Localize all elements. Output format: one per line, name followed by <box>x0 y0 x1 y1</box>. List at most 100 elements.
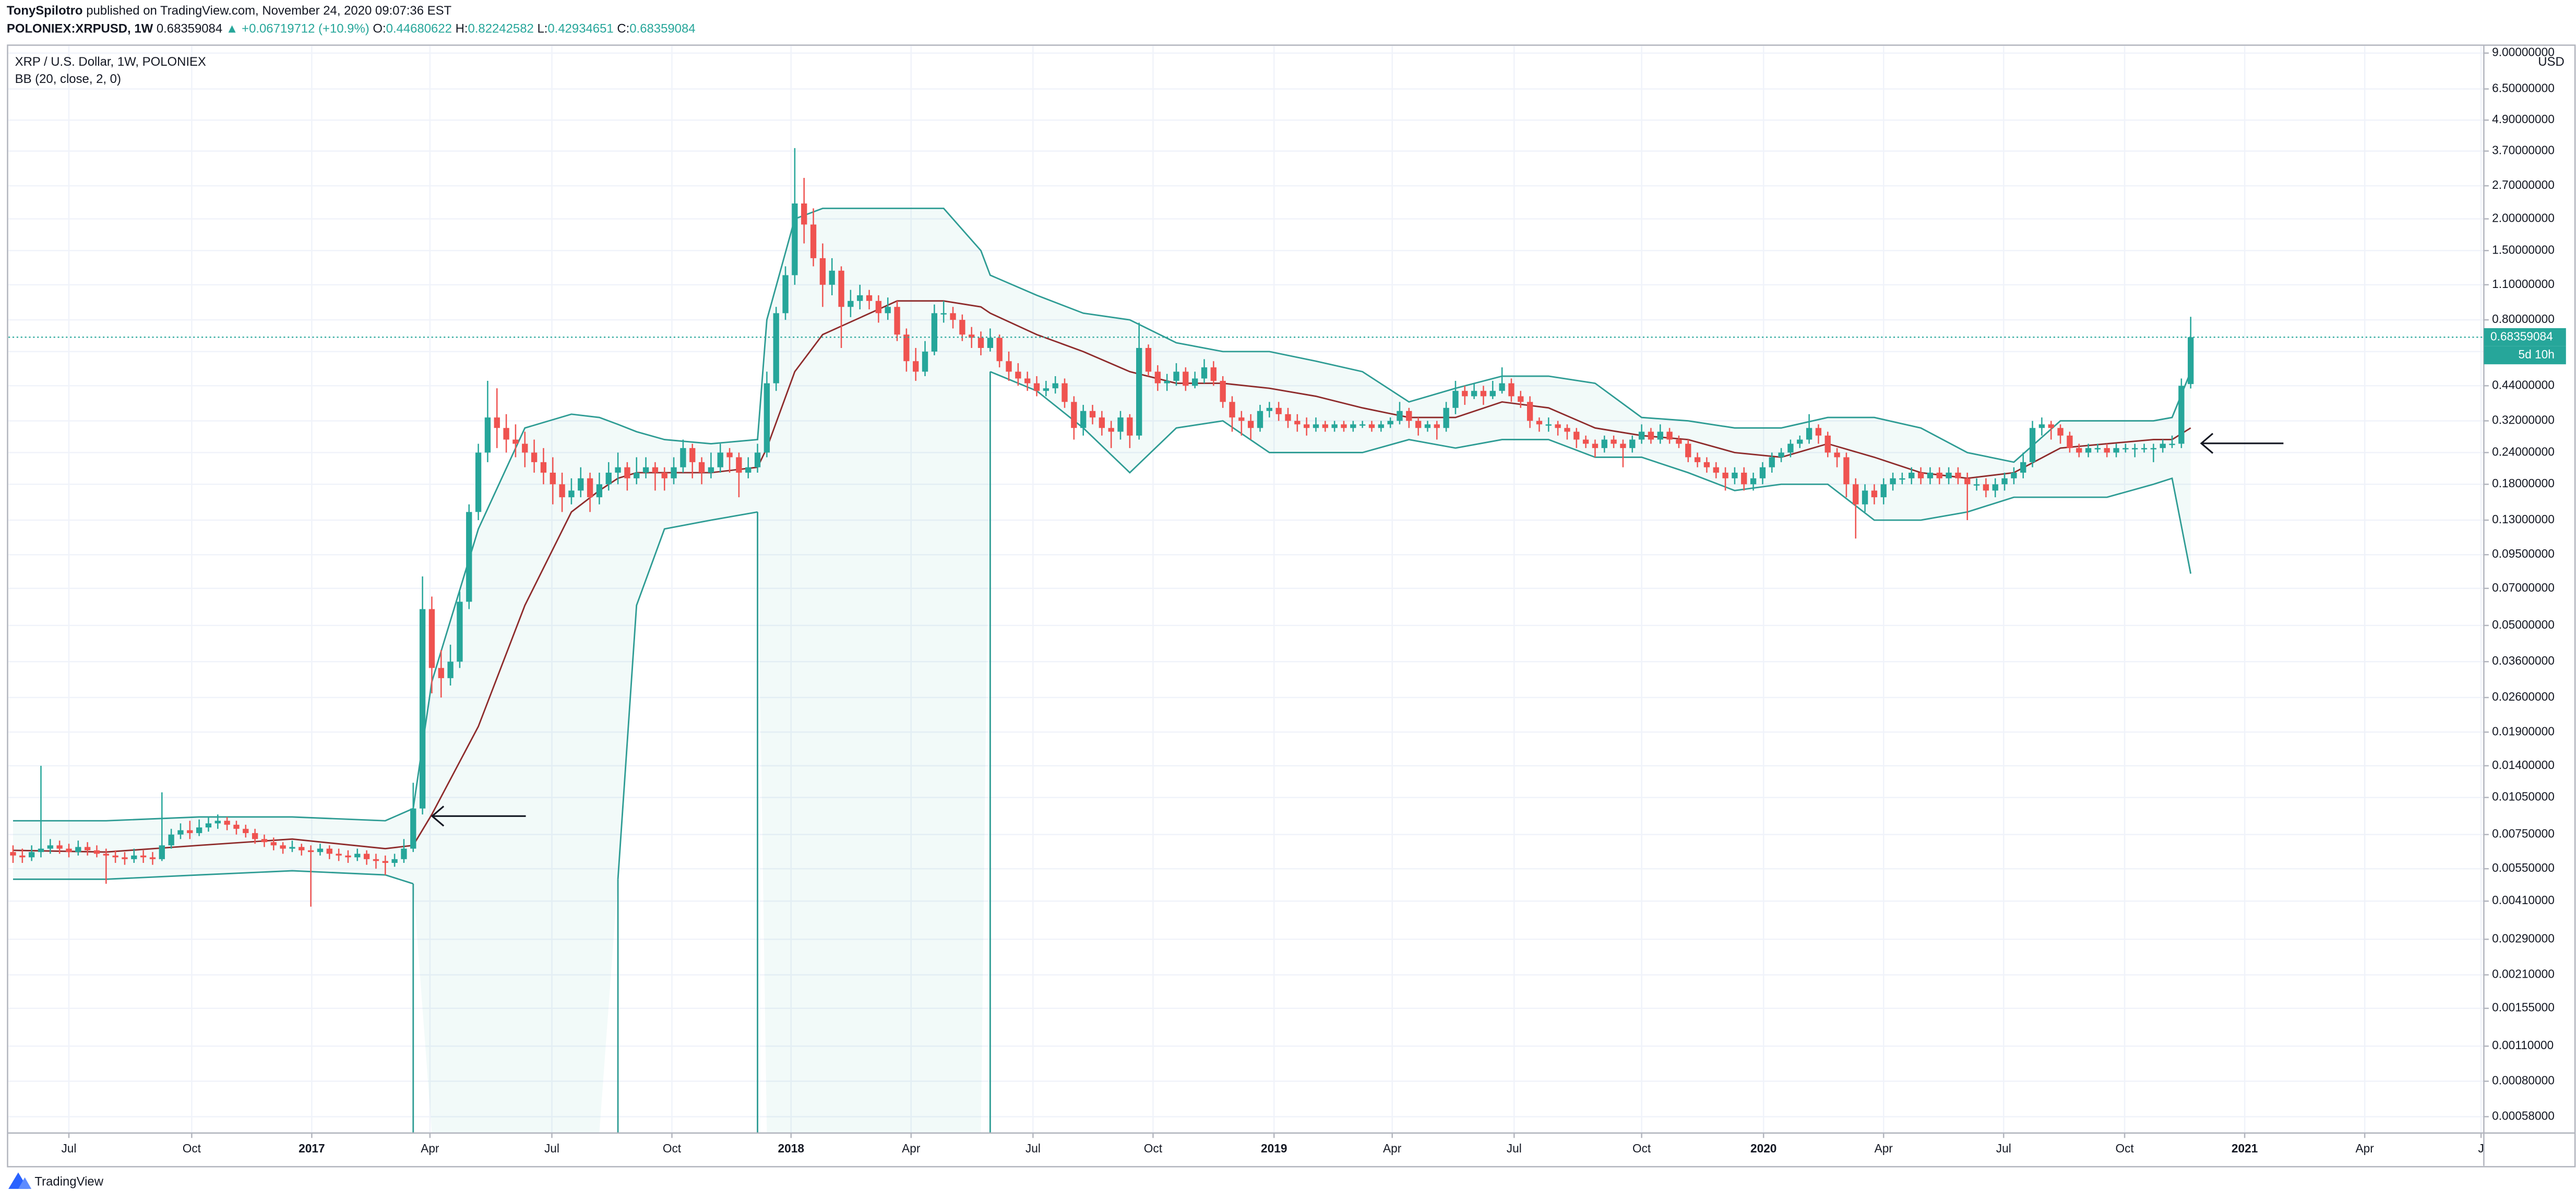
candle-body <box>2188 337 2194 384</box>
candle-body <box>1424 424 1431 428</box>
candle-body <box>1946 472 1952 478</box>
candle-body <box>1778 452 1784 458</box>
o-value: 0.44680622 <box>386 22 452 36</box>
candle-body <box>1797 439 1803 444</box>
candle-body <box>177 830 184 835</box>
candle-body <box>2001 478 2008 485</box>
y-tick-label: 0.13000000 <box>2492 512 2555 526</box>
candle-body <box>1955 472 1961 478</box>
last-price-label: 0.68359084 <box>2490 329 2553 343</box>
publish-line: TonySpilotro published on TradingView.co… <box>7 4 452 18</box>
candle-body <box>1257 411 1263 428</box>
band-upper <box>13 207 2192 822</box>
candle-body <box>745 467 752 473</box>
candle-body <box>782 275 789 314</box>
y-tick-label: 0.32000000 <box>2492 413 2555 427</box>
x-tick-label: 2018 <box>778 1141 804 1155</box>
h-value: 0.82242582 <box>468 22 533 36</box>
candle-body <box>1322 424 1328 428</box>
candle-body <box>1415 420 1422 428</box>
candle-body <box>2020 462 2026 473</box>
x-tick-label: Oct <box>183 1141 201 1155</box>
candle-body <box>2048 424 2054 428</box>
candle-body <box>1220 381 1226 402</box>
candle-body <box>1024 378 1031 383</box>
candle-body <box>503 428 509 440</box>
candle-body <box>1666 431 1673 440</box>
x-tick-label: Jul <box>1507 1141 1522 1155</box>
candle-body <box>2150 448 2157 450</box>
candle-body <box>531 452 538 462</box>
candle-body <box>131 855 137 859</box>
candle-body <box>1638 431 1645 440</box>
candle-body <box>299 847 305 850</box>
candle-body <box>838 270 844 307</box>
candle-body <box>1694 457 1701 462</box>
candle-body <box>1471 391 1477 396</box>
h-label: H: <box>456 22 468 36</box>
countdown-box <box>2484 346 2566 365</box>
candle-body <box>1294 420 1301 425</box>
candle-body <box>1973 484 1980 486</box>
published: published on TradingView.com, November 2… <box>86 4 451 18</box>
candle-body <box>1843 457 1850 485</box>
candle-body <box>1080 411 1087 428</box>
candle-body <box>940 313 947 315</box>
candle-body <box>1648 431 1654 440</box>
candle-body <box>1062 383 1068 402</box>
candle-body <box>382 861 388 863</box>
symbol-line: POLONIEX:XRPUSD, 1W 0.68359084 ▲ +0.0671… <box>7 22 696 36</box>
candle-body <box>66 848 72 852</box>
y-tick-label: 1.10000000 <box>2492 277 2555 291</box>
candle-body <box>103 854 109 856</box>
candle-body <box>1378 424 1384 428</box>
candle-body <box>1927 472 1934 478</box>
o-label: O: <box>373 22 386 36</box>
candle-body <box>122 857 128 859</box>
x-tick-label: Apr <box>902 1141 921 1155</box>
candle-body <box>140 855 147 858</box>
x-tick-label: 2021 <box>2232 1141 2258 1155</box>
candle-body <box>1890 478 1896 485</box>
candle-body <box>1992 484 1998 491</box>
x-tick-label: Jul <box>1025 1141 1041 1155</box>
candle-body <box>494 417 500 428</box>
candle-body <box>1387 420 1393 425</box>
candle-body <box>642 467 649 473</box>
candle-body <box>1462 391 1468 396</box>
y-tick-label: 0.00110000 <box>2492 1038 2554 1052</box>
candle-body <box>2076 448 2082 453</box>
candle-body <box>149 857 156 859</box>
candle-body <box>289 847 295 849</box>
candle-body <box>1871 490 1878 498</box>
candle-body <box>996 338 1003 362</box>
candle-body <box>2178 386 2185 444</box>
candle-body <box>829 270 835 285</box>
candle-body <box>363 854 370 859</box>
y-tick-label: 0.24000000 <box>2492 444 2555 458</box>
candle-body <box>1685 443 1691 458</box>
candle-body <box>1350 424 1356 428</box>
candle-body <box>2132 448 2138 450</box>
candle-body <box>987 338 994 348</box>
candle-body <box>624 467 630 478</box>
candle-body <box>671 467 677 478</box>
candle-body <box>1173 371 1179 381</box>
candle-body <box>1052 383 1058 389</box>
candle-body <box>819 258 826 285</box>
candle-body <box>1536 420 1543 425</box>
candle-body <box>2122 448 2129 450</box>
candle-body <box>698 462 705 473</box>
candle-body <box>1043 388 1050 391</box>
candle-body <box>1899 478 1905 480</box>
candle-body <box>652 467 659 473</box>
x-tick-label: Oct <box>1632 1141 1651 1155</box>
x-tick-label: Apr <box>1383 1141 1402 1155</box>
candle-body <box>1750 478 1757 485</box>
candle-body <box>2057 428 2064 436</box>
y-tick-label: 0.80000000 <box>2492 312 2555 326</box>
candle-body <box>373 859 379 861</box>
candle-body <box>1620 443 1626 448</box>
candle-body <box>1713 467 1719 473</box>
candle-body <box>1741 472 1747 485</box>
